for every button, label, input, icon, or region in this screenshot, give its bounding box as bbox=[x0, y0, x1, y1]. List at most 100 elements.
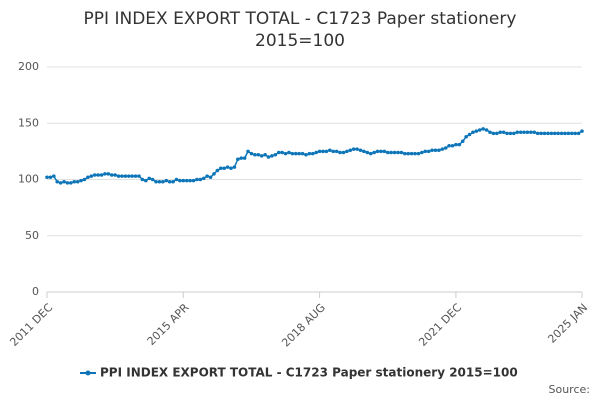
point bbox=[443, 146, 448, 150]
point bbox=[266, 155, 271, 159]
point bbox=[464, 134, 468, 139]
point bbox=[225, 165, 230, 169]
y-tick-label: 200 bbox=[18, 60, 39, 73]
point bbox=[195, 177, 199, 182]
point bbox=[45, 175, 49, 180]
point bbox=[307, 151, 312, 156]
y-tick-label: 150 bbox=[18, 116, 39, 129]
point bbox=[154, 179, 158, 184]
point bbox=[99, 173, 104, 177]
source: Source: bbox=[549, 383, 591, 396]
point bbox=[236, 157, 240, 162]
point bbox=[334, 149, 339, 154]
point bbox=[72, 179, 77, 184]
x-tick-label: 2011 DEC bbox=[7, 301, 55, 349]
point bbox=[103, 172, 107, 176]
point bbox=[69, 181, 73, 185]
point bbox=[181, 178, 186, 183]
point bbox=[79, 178, 83, 183]
point bbox=[86, 175, 90, 180]
legend-marker bbox=[85, 370, 91, 376]
point bbox=[433, 148, 438, 153]
point bbox=[280, 150, 284, 155]
point bbox=[259, 154, 264, 158]
point bbox=[290, 151, 295, 156]
point bbox=[491, 131, 496, 136]
point bbox=[351, 147, 356, 151]
point bbox=[389, 150, 393, 155]
point bbox=[140, 177, 145, 182]
point bbox=[447, 143, 451, 148]
point bbox=[392, 150, 397, 155]
point bbox=[488, 130, 492, 135]
point bbox=[413, 151, 417, 156]
point bbox=[569, 131, 574, 136]
point bbox=[416, 151, 421, 156]
y-tick-label: 50 bbox=[25, 229, 39, 242]
point bbox=[249, 151, 254, 156]
point bbox=[549, 131, 554, 136]
point bbox=[106, 172, 111, 176]
point bbox=[508, 131, 513, 136]
point bbox=[474, 129, 479, 133]
point bbox=[409, 151, 414, 156]
point bbox=[123, 174, 128, 178]
point bbox=[338, 150, 342, 155]
point bbox=[566, 131, 571, 136]
point bbox=[58, 181, 63, 185]
point bbox=[96, 173, 100, 177]
point bbox=[368, 151, 373, 156]
point bbox=[426, 149, 431, 154]
point bbox=[62, 179, 66, 184]
point bbox=[293, 151, 298, 156]
point bbox=[191, 178, 196, 183]
point bbox=[365, 150, 370, 155]
point bbox=[52, 174, 56, 178]
point bbox=[515, 130, 520, 135]
point bbox=[423, 149, 428, 154]
point bbox=[532, 130, 537, 135]
point bbox=[212, 172, 216, 176]
point bbox=[341, 150, 346, 155]
point bbox=[535, 131, 540, 136]
point bbox=[126, 174, 131, 178]
point bbox=[348, 148, 353, 153]
point bbox=[385, 150, 390, 155]
point bbox=[137, 174, 141, 178]
point bbox=[542, 131, 547, 136]
point bbox=[522, 130, 526, 135]
point bbox=[55, 179, 60, 184]
point bbox=[471, 130, 475, 135]
point bbox=[399, 150, 404, 155]
point bbox=[375, 149, 380, 154]
point bbox=[167, 179, 172, 184]
point bbox=[89, 174, 94, 178]
point bbox=[484, 128, 489, 132]
x-tick-label: 2015 APR bbox=[145, 301, 192, 348]
point bbox=[314, 150, 319, 155]
point bbox=[270, 154, 274, 158]
point bbox=[273, 152, 278, 157]
point bbox=[552, 131, 557, 136]
point bbox=[546, 131, 550, 136]
point bbox=[440, 147, 445, 151]
point bbox=[529, 130, 533, 135]
point bbox=[304, 152, 308, 157]
point bbox=[48, 175, 53, 180]
point bbox=[208, 175, 213, 180]
point bbox=[310, 151, 315, 156]
point bbox=[525, 130, 530, 135]
point bbox=[133, 174, 138, 178]
x-tick-label: 2021 DEC bbox=[416, 301, 464, 349]
point bbox=[403, 151, 407, 156]
point bbox=[144, 178, 148, 183]
x-tick-label: 2025 JAN bbox=[545, 301, 590, 346]
point bbox=[184, 178, 189, 183]
point bbox=[256, 152, 261, 157]
point bbox=[92, 173, 97, 177]
point bbox=[222, 166, 226, 171]
point bbox=[317, 149, 322, 154]
y-tick-label: 100 bbox=[18, 173, 39, 186]
point bbox=[477, 128, 482, 132]
